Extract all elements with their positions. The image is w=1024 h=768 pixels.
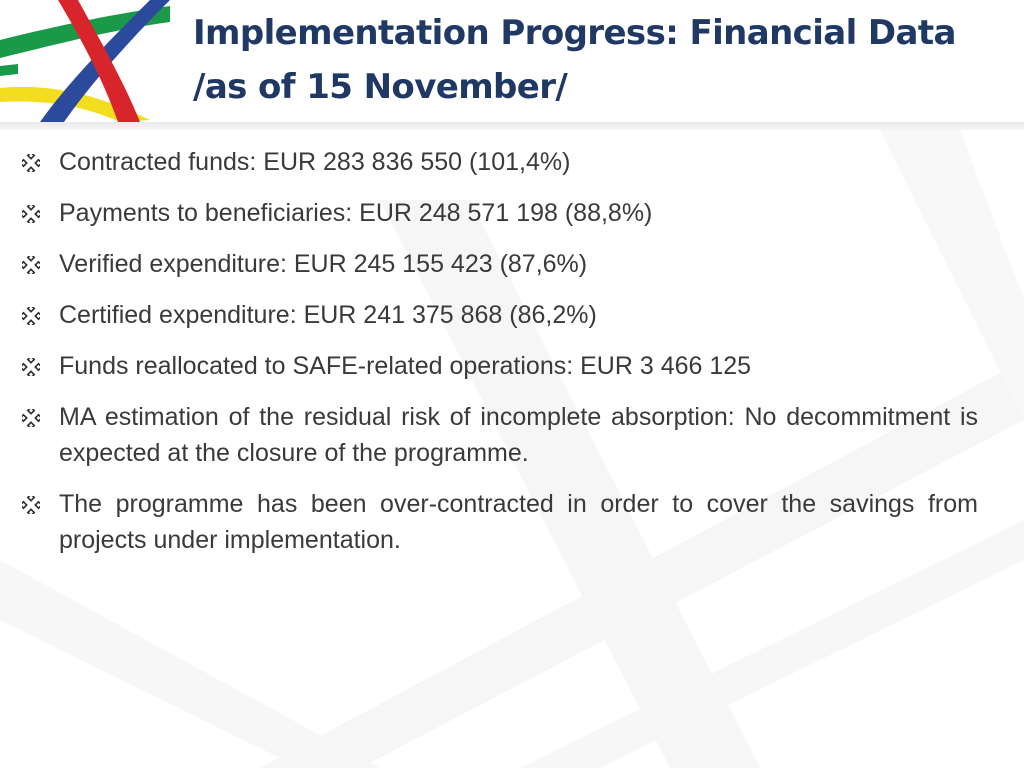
logo-red-band: [58, 0, 140, 122]
bullet-item: The programme has been over-contracted i…: [22, 486, 978, 558]
bullet-item: Contracted funds: EUR 283 836 550 (101,4…: [22, 144, 978, 180]
diamond-bullet-icon: [22, 256, 40, 274]
title-line-1: Implementation Progress: Financial Data: [193, 13, 956, 53]
bullet-item: MA estimation of the residual risk of in…: [22, 399, 978, 471]
programme-logo: [0, 0, 170, 122]
diamond-bullet-icon: [22, 307, 40, 325]
bullet-text: Verified expenditure: EUR 245 155 423 (8…: [59, 250, 588, 278]
diamond-bullet-icon: [22, 205, 40, 223]
bullet-item: Verified expenditure: EUR 245 155 423 (8…: [22, 246, 978, 282]
bullet-item: Funds reallocated to SAFE-related operat…: [22, 348, 978, 384]
bullet-text: Contracted funds: EUR 283 836 550 (101,4…: [59, 148, 571, 176]
bullet-text: The programme has been over-contracted i…: [59, 490, 978, 554]
header-divider: [0, 122, 1024, 130]
bullet-list: Contracted funds: EUR 283 836 550 (101,4…: [22, 144, 978, 573]
slide-title: Implementation Progress: Financial Data …: [193, 6, 1003, 114]
bullet-item: Payments to beneficiaries: EUR 248 571 1…: [22, 195, 978, 231]
diamond-bullet-icon: [22, 409, 40, 427]
diamond-bullet-icon: [22, 358, 40, 376]
bullet-item: Certified expenditure: EUR 241 375 868 (…: [22, 297, 978, 333]
diamond-bullet-icon: [22, 154, 40, 172]
logo-green-dash: [0, 64, 18, 76]
bullet-text: Certified expenditure: EUR 241 375 868 (…: [59, 301, 597, 329]
bullet-text: MA estimation of the residual risk of in…: [59, 403, 978, 467]
bullet-text: Funds reallocated to SAFE-related operat…: [59, 352, 752, 380]
bullet-text: Payments to beneficiaries: EUR 248 571 1…: [59, 199, 653, 227]
title-line-2: /as of 15 November/: [193, 67, 568, 107]
diamond-bullet-icon: [22, 496, 40, 514]
